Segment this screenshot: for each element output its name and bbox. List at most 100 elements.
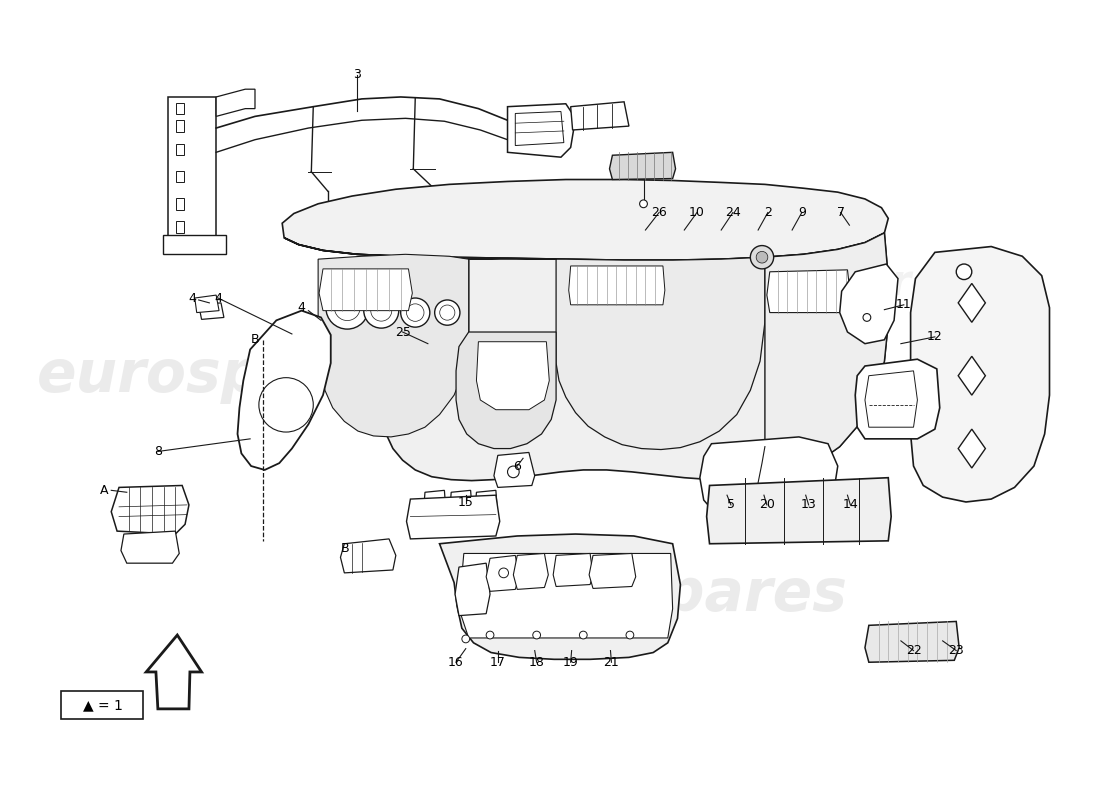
Circle shape <box>507 466 519 478</box>
Polygon shape <box>507 104 575 157</box>
Polygon shape <box>609 152 675 179</box>
Polygon shape <box>176 170 184 182</box>
Text: B: B <box>251 334 260 346</box>
Polygon shape <box>440 534 681 659</box>
Circle shape <box>626 631 634 639</box>
Circle shape <box>434 300 460 326</box>
Polygon shape <box>515 111 564 146</box>
Text: 5: 5 <box>727 498 735 511</box>
Polygon shape <box>764 233 889 478</box>
Text: 15: 15 <box>458 497 474 510</box>
Polygon shape <box>590 554 636 589</box>
Text: 12: 12 <box>927 330 943 343</box>
Text: 8: 8 <box>154 445 162 458</box>
Text: 26: 26 <box>651 206 667 219</box>
Circle shape <box>532 631 540 639</box>
Polygon shape <box>407 495 499 539</box>
Text: 13: 13 <box>801 498 816 511</box>
Polygon shape <box>424 490 447 526</box>
Polygon shape <box>176 102 184 114</box>
Polygon shape <box>494 453 535 487</box>
Polygon shape <box>341 539 396 573</box>
Text: 4: 4 <box>188 291 196 305</box>
Polygon shape <box>111 486 189 534</box>
Text: 11: 11 <box>895 298 912 311</box>
Polygon shape <box>319 269 412 310</box>
Text: A: A <box>100 484 109 497</box>
Circle shape <box>580 631 587 639</box>
Circle shape <box>486 631 494 639</box>
Polygon shape <box>449 490 473 526</box>
Circle shape <box>462 635 470 643</box>
Text: 4: 4 <box>214 291 222 305</box>
Polygon shape <box>459 554 672 638</box>
Polygon shape <box>865 622 959 662</box>
Polygon shape <box>176 120 184 132</box>
Polygon shape <box>167 97 216 250</box>
Polygon shape <box>706 478 891 544</box>
Circle shape <box>326 286 368 329</box>
Text: 16: 16 <box>448 656 464 669</box>
Text: 24: 24 <box>725 206 740 219</box>
Polygon shape <box>146 635 201 709</box>
Text: moto spares: moto spares <box>673 262 964 305</box>
Polygon shape <box>121 531 179 563</box>
Text: 19: 19 <box>563 656 579 669</box>
Text: 17: 17 <box>490 656 506 669</box>
Circle shape <box>639 200 648 208</box>
Polygon shape <box>569 266 664 305</box>
Text: 18: 18 <box>529 656 544 669</box>
Polygon shape <box>865 371 917 427</box>
Polygon shape <box>456 332 557 449</box>
Polygon shape <box>176 143 184 155</box>
Polygon shape <box>514 554 548 590</box>
Text: 20: 20 <box>759 498 774 511</box>
Text: eurospares: eurospares <box>36 347 406 404</box>
Polygon shape <box>284 233 889 481</box>
Polygon shape <box>571 102 629 130</box>
Polygon shape <box>455 563 490 616</box>
Polygon shape <box>911 246 1049 502</box>
Polygon shape <box>216 89 255 116</box>
Text: eurospares: eurospares <box>478 566 847 622</box>
Circle shape <box>750 246 773 269</box>
Circle shape <box>864 314 871 322</box>
Polygon shape <box>318 254 469 437</box>
Polygon shape <box>486 555 519 591</box>
Polygon shape <box>283 179 889 260</box>
Text: 21: 21 <box>604 656 619 669</box>
Polygon shape <box>176 222 184 233</box>
Text: 2: 2 <box>763 206 772 219</box>
Polygon shape <box>958 356 986 395</box>
Polygon shape <box>476 342 549 410</box>
Polygon shape <box>855 359 939 439</box>
Text: 22: 22 <box>905 644 922 657</box>
Text: 10: 10 <box>689 206 705 219</box>
Polygon shape <box>839 264 898 344</box>
Text: 25: 25 <box>395 326 410 338</box>
Circle shape <box>400 298 430 327</box>
Polygon shape <box>474 490 498 526</box>
Text: ▲ = 1: ▲ = 1 <box>82 698 122 712</box>
Polygon shape <box>469 258 764 450</box>
Circle shape <box>756 251 768 263</box>
Polygon shape <box>195 295 219 313</box>
Text: 23: 23 <box>948 644 964 657</box>
Text: B: B <box>341 542 350 555</box>
Text: 4: 4 <box>298 302 306 314</box>
Text: 6: 6 <box>514 459 521 473</box>
Polygon shape <box>958 283 986 322</box>
Text: 14: 14 <box>843 498 858 511</box>
Polygon shape <box>958 429 986 468</box>
Text: 9: 9 <box>798 206 806 219</box>
Text: 3: 3 <box>353 68 361 81</box>
Polygon shape <box>163 235 225 254</box>
Text: 7: 7 <box>837 206 845 219</box>
Polygon shape <box>238 310 331 470</box>
Polygon shape <box>176 198 184 210</box>
Polygon shape <box>767 270 850 313</box>
Circle shape <box>364 293 398 328</box>
Polygon shape <box>553 554 593 586</box>
Polygon shape <box>199 303 224 319</box>
FancyBboxPatch shape <box>60 691 143 718</box>
